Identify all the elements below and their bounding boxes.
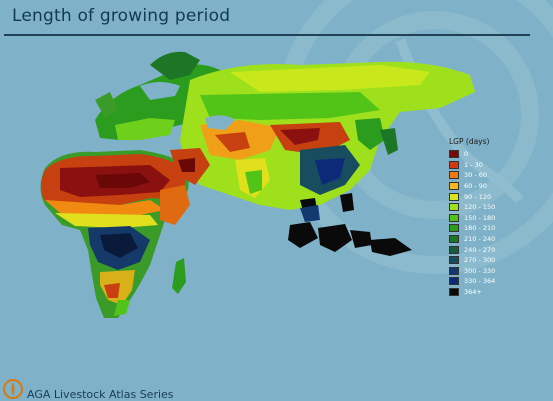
legend-label: 300 - 330 [464, 266, 496, 275]
legend-label: 60 - 90 [464, 182, 488, 191]
legend-swatch [449, 150, 459, 159]
legend-label: 150 - 180 [464, 213, 496, 222]
legend-swatch [449, 256, 459, 265]
legend-swatch [449, 171, 459, 180]
legend-label: 364+ [464, 288, 482, 297]
fao-logo-icon [3, 379, 23, 399]
legend-label: 30 - 60 [464, 171, 488, 180]
legend-swatch [449, 245, 459, 254]
legend-label: 210 - 240 [464, 235, 496, 244]
legend-item: 270 - 300 [449, 255, 519, 266]
legend-swatch [449, 182, 459, 191]
legend-swatch [449, 277, 459, 286]
footer: AGA Livestock Atlas Series [2, 378, 202, 401]
legend-swatch [449, 160, 459, 169]
legend-item: 30 - 60 [449, 170, 519, 181]
title-divider [4, 34, 530, 36]
legend-swatch [449, 192, 459, 201]
legend-item: 90 - 120 [449, 191, 519, 202]
page-title: Length of growing period [12, 6, 231, 26]
legend-label: 90 - 120 [464, 192, 492, 201]
legend-label: 330 - 364 [464, 277, 496, 286]
legend-item: 1 - 30 [449, 160, 519, 171]
legend-swatch [449, 213, 459, 222]
legend-swatch [449, 288, 459, 297]
legend-label: 270 - 300 [464, 256, 496, 265]
legend-swatch [449, 203, 459, 212]
legend-label: 120 - 150 [464, 203, 496, 212]
footer-series-label: AGA Livestock Atlas Series [27, 387, 174, 401]
legend-item: 120 - 150 [449, 202, 519, 213]
legend-swatch [449, 224, 459, 233]
legend-label: 0 [464, 150, 469, 159]
legend-label: 180 - 210 [464, 224, 496, 233]
legend-swatch [449, 235, 459, 244]
legend-item: 60 - 90 [449, 181, 519, 192]
southeast-asia-islands [288, 193, 412, 256]
legend-item: 210 - 240 [449, 234, 519, 245]
legend-item: 300 - 330 [449, 266, 519, 277]
legend-swatch [449, 266, 459, 275]
legend-label: 240 - 270 [464, 245, 496, 254]
legend-label: 1 - 30 [464, 160, 483, 169]
legend-item: 0 [449, 149, 519, 160]
africa-region [40, 150, 190, 318]
legend-item: 330 - 364 [449, 276, 519, 287]
legend-item: 364+ [449, 287, 519, 298]
legend-item: 180 - 210 [449, 223, 519, 234]
legend-title: LGP (days) [449, 137, 490, 146]
asia-region [170, 61, 475, 210]
legend-item: 240 - 270 [449, 244, 519, 255]
legend-item: 150 - 180 [449, 213, 519, 224]
